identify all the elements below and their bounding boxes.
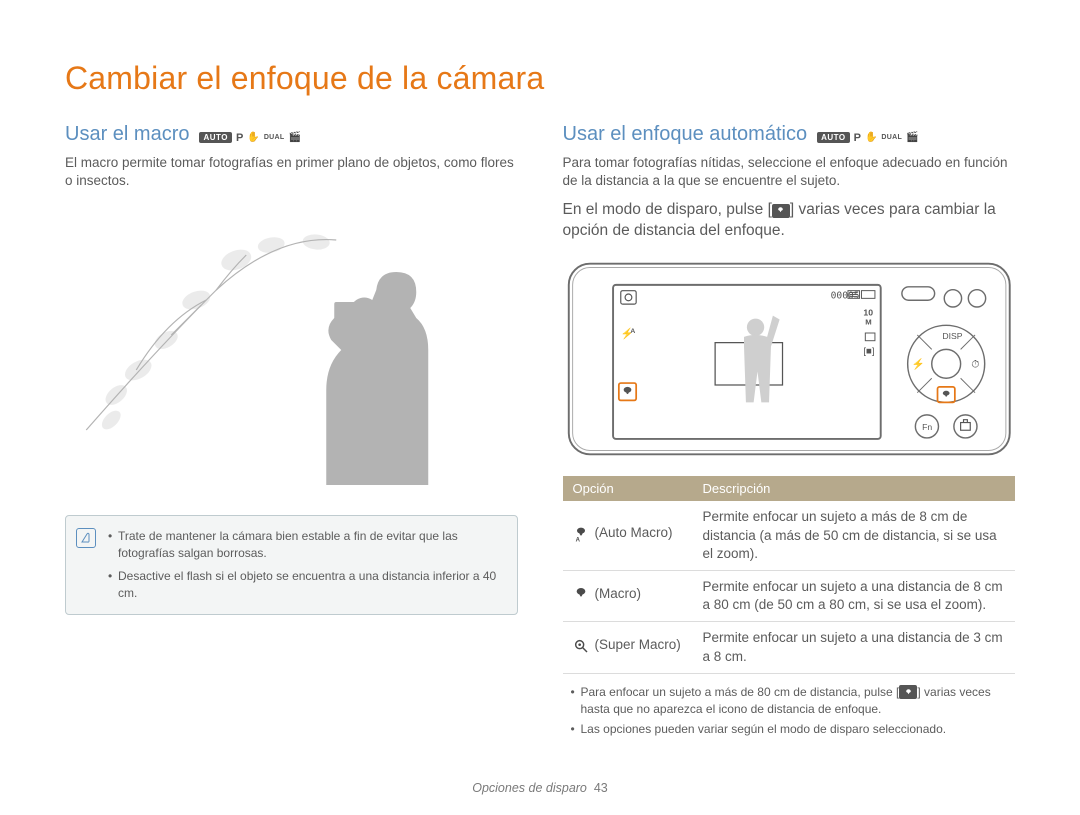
fn1-pre: Para enfocar un sujeto a más de 80 cm de…	[581, 685, 900, 699]
tip-box: Trate de mantener la cámara bien estable…	[65, 515, 518, 614]
svg-text:⏱: ⏱	[971, 359, 979, 371]
heading-macro-text: Usar el macro	[65, 123, 189, 146]
autofocus-instruction: En el modo de disparo, pulse [] varias v…	[563, 200, 1016, 242]
mode-hand-icon: ✋	[865, 132, 877, 143]
opt-label-2: (Super Macro)	[595, 636, 681, 654]
mode-auto-icon: AUTO	[817, 132, 850, 143]
svg-text:A: A	[630, 328, 635, 335]
macro-intro: El macro permite tomar fotografías en pr…	[65, 154, 518, 190]
opt-label-0: (Auto Macro)	[595, 524, 673, 542]
note-icon	[76, 528, 96, 548]
frame-counter: 00005	[830, 291, 859, 302]
two-column-layout: Usar el macro AUTO P ✋ DUAL 🎬 El macro p…	[65, 123, 1015, 742]
col-option: Opción	[563, 476, 693, 501]
opt-desc-0: Permite enfocar un sujeto a más de 8 cm …	[693, 501, 1016, 570]
table-row: (Macro) Permite enfocar un sujeto a una …	[563, 570, 1016, 621]
mode-icons-right: AUTO P ✋ DUAL 🎬	[817, 132, 918, 144]
svg-text:M: M	[865, 318, 871, 327]
svg-text:DISP: DISP	[942, 331, 962, 341]
auto-macro-icon: A	[573, 526, 589, 542]
mode-video-icon: 🎬	[288, 132, 300, 143]
footnotes: Para enfocar un sujeto a más de 80 cm de…	[563, 684, 1016, 738]
super-macro-icon	[573, 638, 589, 654]
instr-pre: En el modo de disparo, pulse [	[563, 201, 772, 218]
table-row: A (Auto Macro) Permite enfocar un sujeto…	[563, 501, 1016, 570]
footnote-2: Las opciones pueden variar según el modo…	[571, 721, 1016, 738]
tip-2: Desactive el flash si el objeto se encue…	[108, 568, 503, 602]
mode-icons-left: AUTO P ✋ DUAL 🎬	[199, 132, 300, 144]
footer-page-number: 43	[594, 781, 608, 795]
page-footer: Opciones de disparo 43	[0, 781, 1080, 795]
svg-text:[■]: [■]	[863, 346, 874, 357]
macro-button-icon	[772, 204, 790, 218]
col-description: Descripción	[693, 476, 1016, 501]
footer-section: Opciones de disparo	[472, 781, 587, 795]
macro-icon	[573, 586, 589, 602]
page-title: Cambiar el enfoque de la cámara	[65, 60, 1015, 97]
svg-text:Fn: Fn	[922, 423, 932, 433]
table-row: (Super Macro) Permite enfocar un sujeto …	[563, 622, 1016, 673]
svg-text:10: 10	[863, 308, 873, 318]
svg-text:⚡: ⚡	[911, 358, 924, 371]
macro-button-icon	[899, 685, 917, 699]
opt-desc-2: Permite enfocar un sujeto a una distanci…	[693, 622, 1016, 673]
mode-auto-icon: AUTO	[199, 132, 232, 143]
focus-options-table: Opción Descripción A (Auto Macro) Permit	[563, 476, 1016, 674]
mode-video-icon: 🎬	[906, 132, 918, 143]
heading-autofocus: Usar el enfoque automático AUTO P ✋ DUAL…	[563, 123, 919, 146]
column-left: Usar el macro AUTO P ✋ DUAL 🎬 El macro p…	[65, 123, 518, 742]
mode-hand-icon: ✋	[247, 132, 259, 143]
autofocus-intro: Para tomar fotografías nítidas, seleccio…	[563, 154, 1016, 190]
mode-p-icon: P	[236, 132, 243, 144]
heading-autofocus-text: Usar el enfoque automático	[563, 123, 808, 146]
footnote-1: Para enfocar un sujeto a más de 80 cm de…	[571, 684, 1016, 718]
svg-text:A: A	[575, 537, 580, 542]
heading-macro: Usar el macro AUTO P ✋ DUAL 🎬	[65, 123, 301, 146]
macro-illustration	[65, 200, 518, 485]
mode-dual-icon: DUAL	[881, 134, 902, 141]
opt-desc-1: Permite enfocar un sujeto a una distanci…	[693, 570, 1016, 621]
tip-1: Trate de mantener la cámara bien estable…	[108, 528, 503, 562]
mode-dual-icon: DUAL	[264, 134, 285, 141]
camera-back-illustration: 00005 10 M [■] ⚡ A	[563, 254, 1016, 464]
opt-label-1: (Macro)	[595, 585, 642, 603]
column-right: Usar el enfoque automático AUTO P ✋ DUAL…	[563, 123, 1016, 742]
mode-p-icon: P	[854, 132, 861, 144]
